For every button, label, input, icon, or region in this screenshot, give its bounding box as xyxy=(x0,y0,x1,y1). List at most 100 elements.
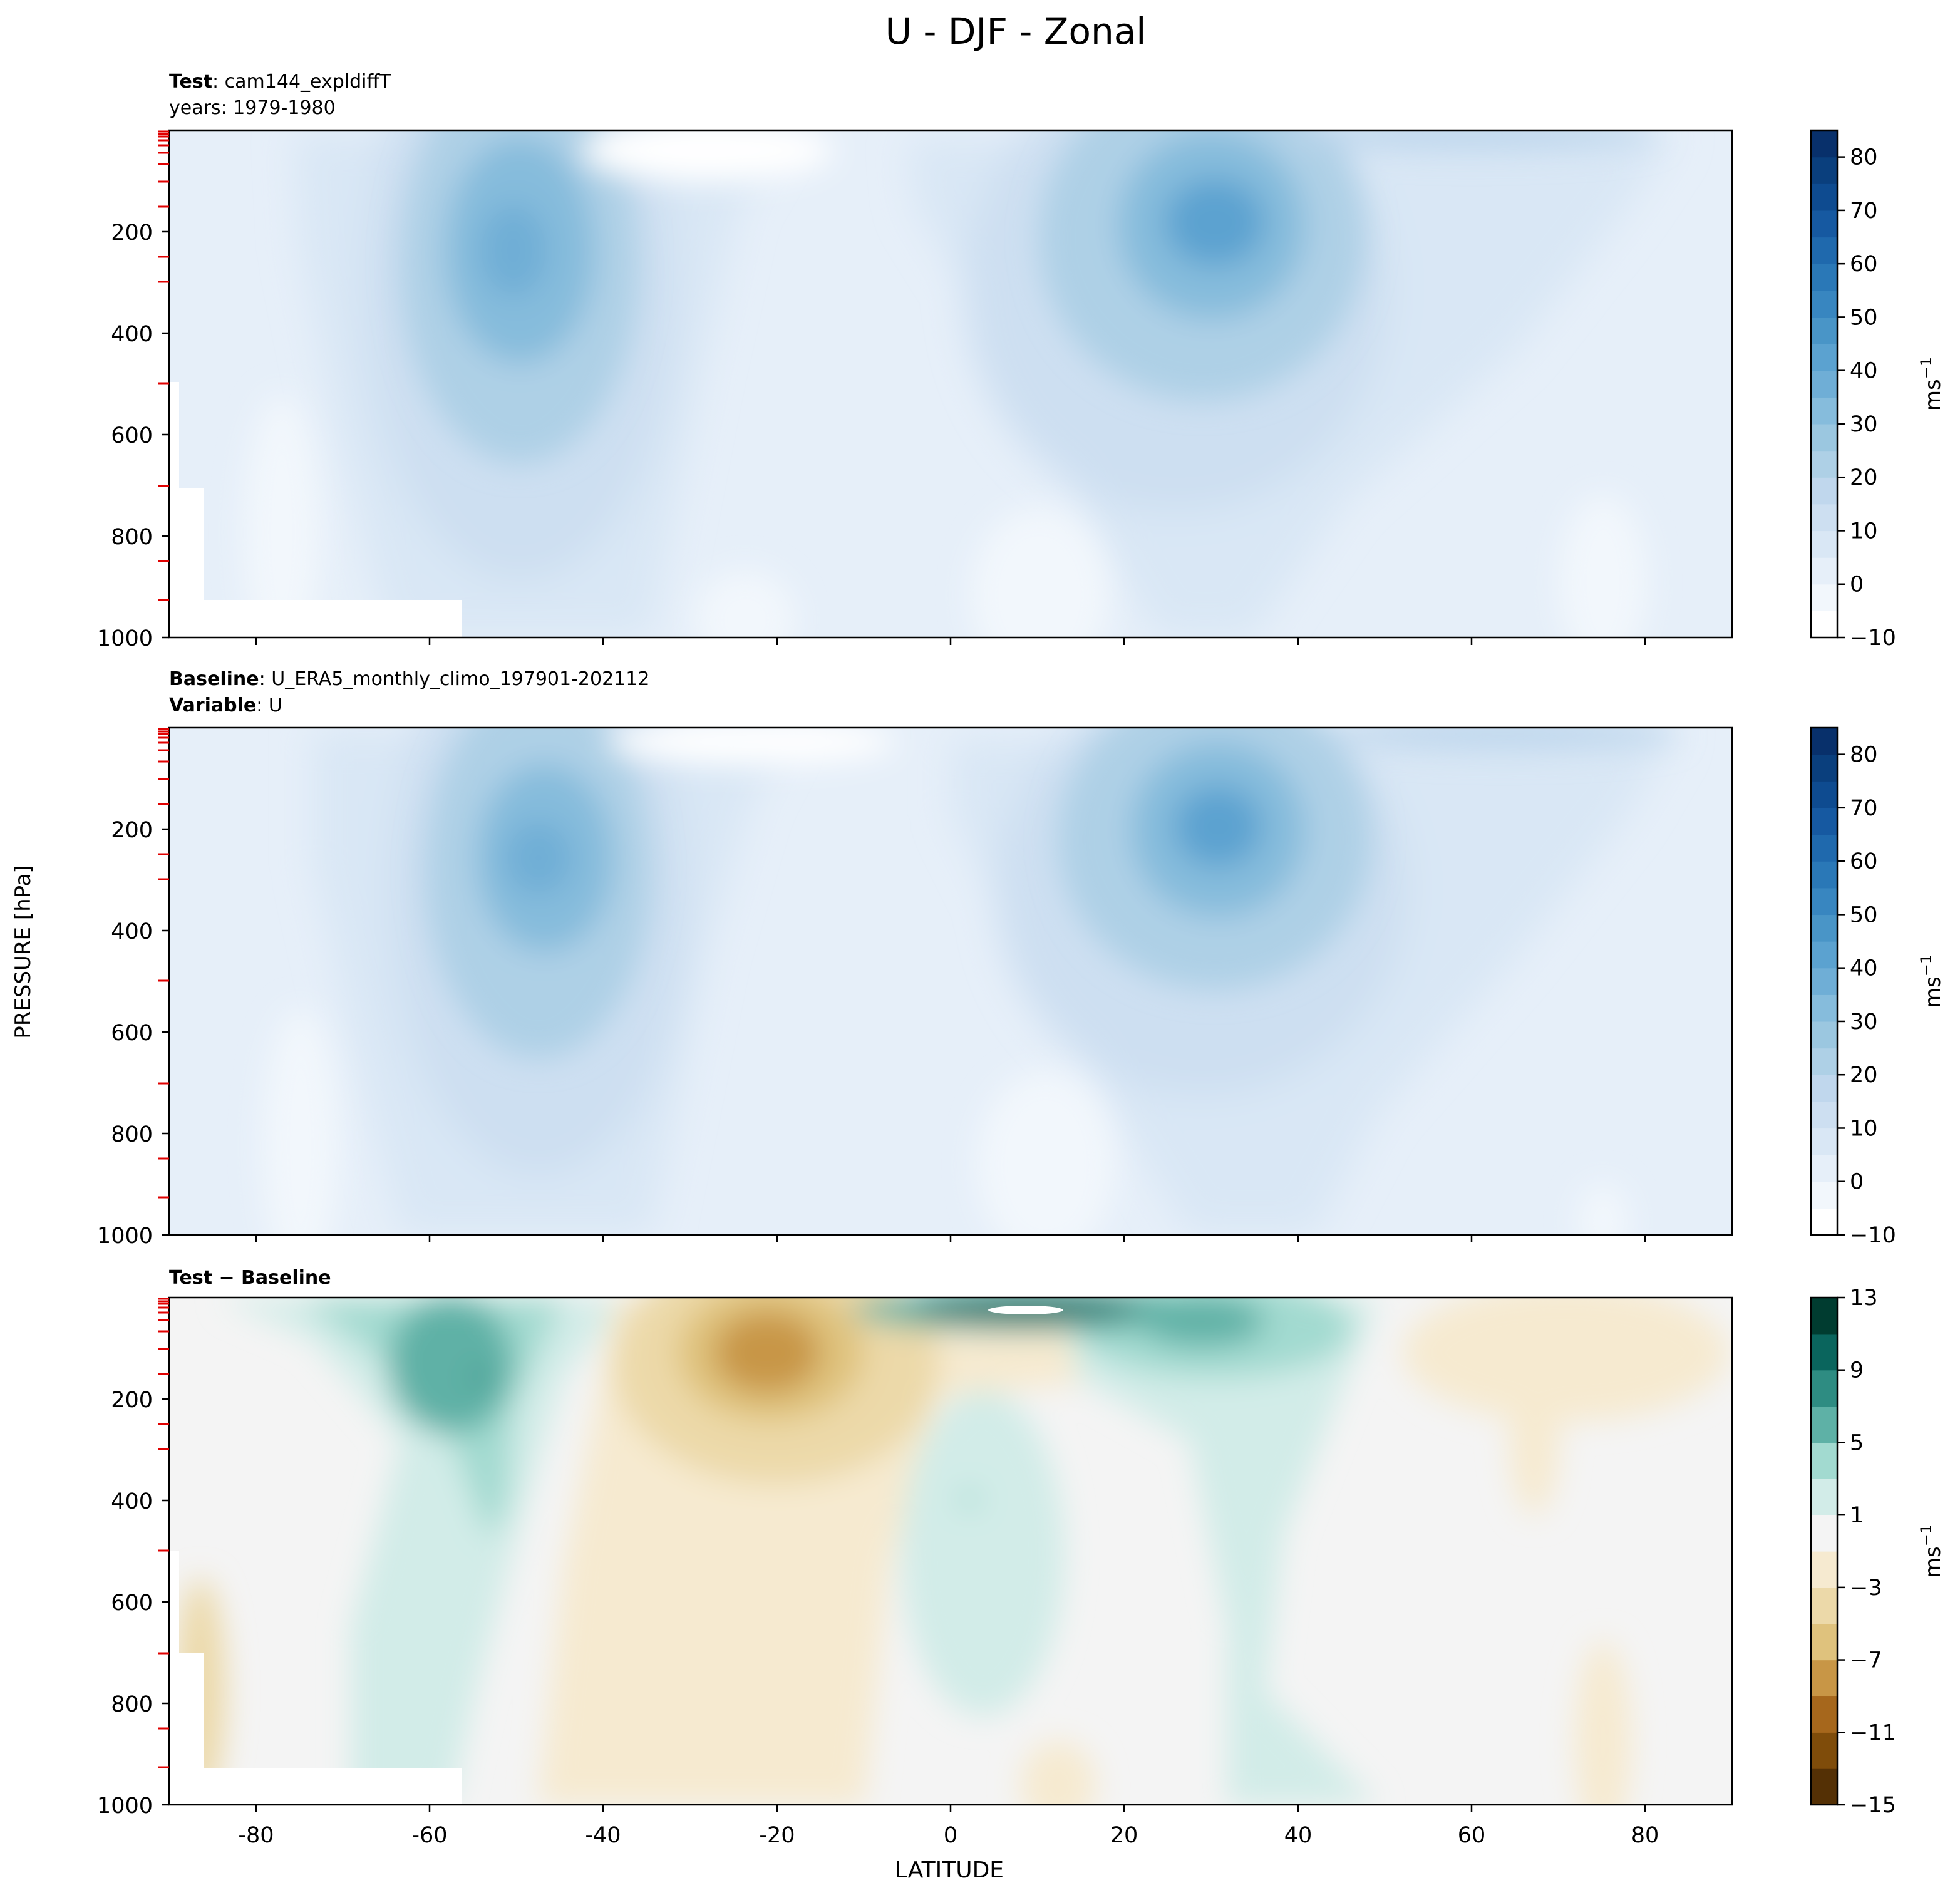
colorbar-band xyxy=(1811,477,1837,505)
colorbar-band xyxy=(1811,1370,1837,1407)
colorbar-band xyxy=(1811,370,1837,398)
colorbar-band xyxy=(1811,344,1837,371)
colorbar-band xyxy=(1811,1128,1837,1155)
panel-baseline-low-weak-3 xyxy=(1578,1184,1628,1235)
panel-test-ytick-1000: 1000 xyxy=(97,626,153,651)
colorbar-band xyxy=(1811,968,1837,995)
panel-difference-colorbar-bands xyxy=(1811,1298,1837,1805)
colorbar-band xyxy=(1811,1048,1837,1075)
colorbar-tick-label: 1 xyxy=(1850,1503,1864,1528)
panel-baseline-low-weak-2 xyxy=(263,1008,338,1235)
xtick-60: 60 xyxy=(1458,1823,1486,1848)
panel-test-minor-ticks xyxy=(158,130,169,601)
colorbar-tick-label: 40 xyxy=(1850,359,1878,384)
xtick-minus-80: -80 xyxy=(238,1823,274,1848)
colorbar-band xyxy=(1811,210,1837,238)
colorbar-tick-label: 13 xyxy=(1850,1286,1878,1311)
colorbar-tick-label: 70 xyxy=(1850,796,1878,821)
colorbar-tick-label: 20 xyxy=(1850,1063,1878,1088)
panel-baseline-ytick-labels: 200 400 600 800 1000 xyxy=(97,818,153,1249)
panel-difference-tropic-dot xyxy=(958,1490,981,1508)
panel-baseline: Baseline: U_ERA5_monthly_climo_197901-20… xyxy=(97,668,1946,1249)
colorbar-band xyxy=(1811,1551,1837,1588)
colorbar-band xyxy=(1811,754,1837,782)
panel-baseline-colorbar-ticks: 80 70 60 50 40 30 20 10 0 −10 xyxy=(1837,743,1896,1248)
colorbar-band xyxy=(1811,584,1837,611)
panel-baseline-strat-nh xyxy=(1328,728,1678,750)
panel-difference-nh-negative-1 xyxy=(1403,1298,1728,1422)
colorbar-band xyxy=(1811,450,1837,478)
colorbar-band xyxy=(1811,1696,1837,1733)
panel-test-title-bold: Test xyxy=(169,71,212,93)
panel-baseline-ytick-800: 800 xyxy=(111,1122,153,1147)
colorbar-band xyxy=(1811,994,1837,1022)
panel-difference-yticks xyxy=(162,1398,169,1806)
xtick-40: 40 xyxy=(1284,1823,1313,1848)
panel-difference-minor-ticks xyxy=(158,1298,169,1768)
panel-test-title-rest: : cam144_expldiffT xyxy=(212,71,391,93)
panel-difference-ytick-400: 400 xyxy=(111,1489,153,1514)
panel-difference-title: Test − Baseline xyxy=(169,1267,331,1289)
panel-baseline-subtitle-rest: : U xyxy=(256,694,282,716)
colorbar-band xyxy=(1811,781,1837,808)
colorbar-band xyxy=(1811,237,1837,264)
colorbar-tick-label: 50 xyxy=(1850,902,1878,927)
colorbar-tick-label: −10 xyxy=(1850,626,1896,651)
colorbar-band xyxy=(1811,183,1837,211)
panel-difference-ytick-200: 200 xyxy=(111,1388,153,1413)
x-axis-label: LATITUDE xyxy=(895,1857,1004,1883)
panel-test-low-weak-4 xyxy=(244,395,319,638)
colorbar-tick-label: 0 xyxy=(1850,572,1864,597)
colorbar-band xyxy=(1811,1208,1837,1236)
panel-test-yticks xyxy=(162,230,169,639)
panel-baseline-title-bold: Baseline xyxy=(169,668,259,690)
colorbar-tick-label: 10 xyxy=(1850,519,1878,544)
panel-difference-missing-topo xyxy=(169,1551,462,1805)
panel-test-colorbar-frame xyxy=(1810,129,1839,639)
colorbar-band xyxy=(1811,1442,1837,1479)
colorbar-tick-label: 20 xyxy=(1850,465,1878,490)
panel-baseline-ytick-600: 600 xyxy=(111,1021,153,1046)
panel-baseline-colorbar-label: ms−1 xyxy=(1917,954,1946,1008)
panel-test-colorbar-label: ms−1 xyxy=(1917,357,1946,411)
panel-difference-colorbar-frame xyxy=(1810,1296,1839,1806)
colorbar-band xyxy=(1811,1155,1837,1182)
panel-test-ytick-600: 600 xyxy=(111,423,153,448)
panel-baseline-field xyxy=(169,728,1732,1235)
colorbar-tick-label: 30 xyxy=(1850,412,1878,437)
xtick-minus-60: -60 xyxy=(411,1823,447,1848)
panel-difference-ytick-labels: 200 400 600 800 1000 xyxy=(97,1388,153,1819)
panel-test-low-weak-1 xyxy=(971,507,1108,638)
colorbar-tick-label: 0 xyxy=(1850,1170,1864,1195)
panel-baseline-low-weak-1 xyxy=(977,1071,1115,1235)
panel-difference-xtick-labels: -80 -60 -40 -20 0 20 40 60 80 xyxy=(238,1823,1659,1848)
colorbar-band xyxy=(1811,503,1837,532)
panel-difference-tropic-positive xyxy=(902,1390,1065,1716)
colorbar-band xyxy=(1811,1660,1837,1697)
colorbar-band xyxy=(1811,914,1837,942)
colorbar-band xyxy=(1811,397,1837,425)
panel-difference-sh-positive-3 xyxy=(388,1298,513,1434)
colorbar-band xyxy=(1811,807,1837,835)
colorbar-band xyxy=(1811,423,1837,452)
panel-test-nh-jet-4 xyxy=(1165,178,1265,266)
colorbar-band xyxy=(1811,1732,1837,1769)
colorbar-band xyxy=(1811,1623,1837,1661)
panel-test-top-weak xyxy=(582,130,833,182)
colorbar-band xyxy=(1811,157,1837,184)
panel-difference-ytick-1000: 1000 xyxy=(97,1794,153,1819)
panel-difference-nh-positive-1 xyxy=(1065,1299,1378,1805)
panel-test-ytick-200: 200 xyxy=(111,220,153,245)
panel-test-strat-nh xyxy=(1284,130,1659,150)
panel-difference-ytick-600: 600 xyxy=(111,1591,153,1616)
panel-difference-colorbar-ticks: 13 9 5 1 −3 −7 −11 −15 xyxy=(1837,1286,1896,1818)
colorbar-tick-label: 5 xyxy=(1850,1430,1864,1455)
panel-difference-nh-negative-2 xyxy=(1509,1365,1559,1515)
xtick-80: 80 xyxy=(1631,1823,1659,1848)
colorbar-band xyxy=(1811,728,1837,755)
panel-baseline-top-weak xyxy=(607,728,895,764)
colorbar-band xyxy=(1811,1333,1837,1371)
colorbar-tick-label: −11 xyxy=(1850,1720,1896,1745)
colorbar-band xyxy=(1811,317,1837,344)
